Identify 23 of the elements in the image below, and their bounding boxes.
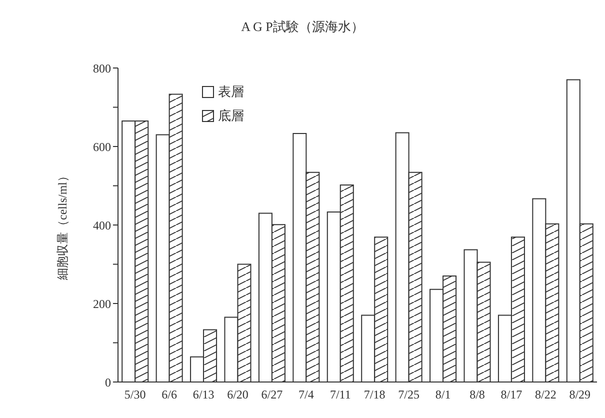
x-tick-label: 6/27 [261,388,283,402]
x-tick-label: 7/18 [364,388,386,402]
x-tick-label: 8/29 [569,388,591,402]
x-tick-label: 8/17 [500,388,522,402]
y-tick-label: 600 [93,140,111,154]
y-tick-label: 400 [93,218,111,232]
x-tick-label: 8/8 [470,388,485,402]
chart-title: A G P試験（源海水） [240,18,365,36]
x-tick-label: 8/22 [535,388,556,402]
y-tick-label: 200 [93,296,111,311]
legend-label: 底層 [218,107,244,125]
x-tick-label: 6/13 [192,388,214,402]
y-tick-label: 0 [105,375,111,390]
x-tick-label: 7/25 [398,388,420,402]
y-axis-title: 細胞収量（cells/ml） [55,170,70,281]
x-tick-label: 8/1 [435,388,451,402]
x-tick-label: 7/11 [330,388,351,402]
x-tick-label: 7/4 [298,388,314,402]
x-tick-label: 5/30 [124,388,146,402]
x-tick-label: 6/20 [227,388,248,402]
x-tick-label: 6/6 [162,388,177,402]
y-tick-label: 800 [93,61,111,76]
legend-label: 表層 [218,83,244,101]
